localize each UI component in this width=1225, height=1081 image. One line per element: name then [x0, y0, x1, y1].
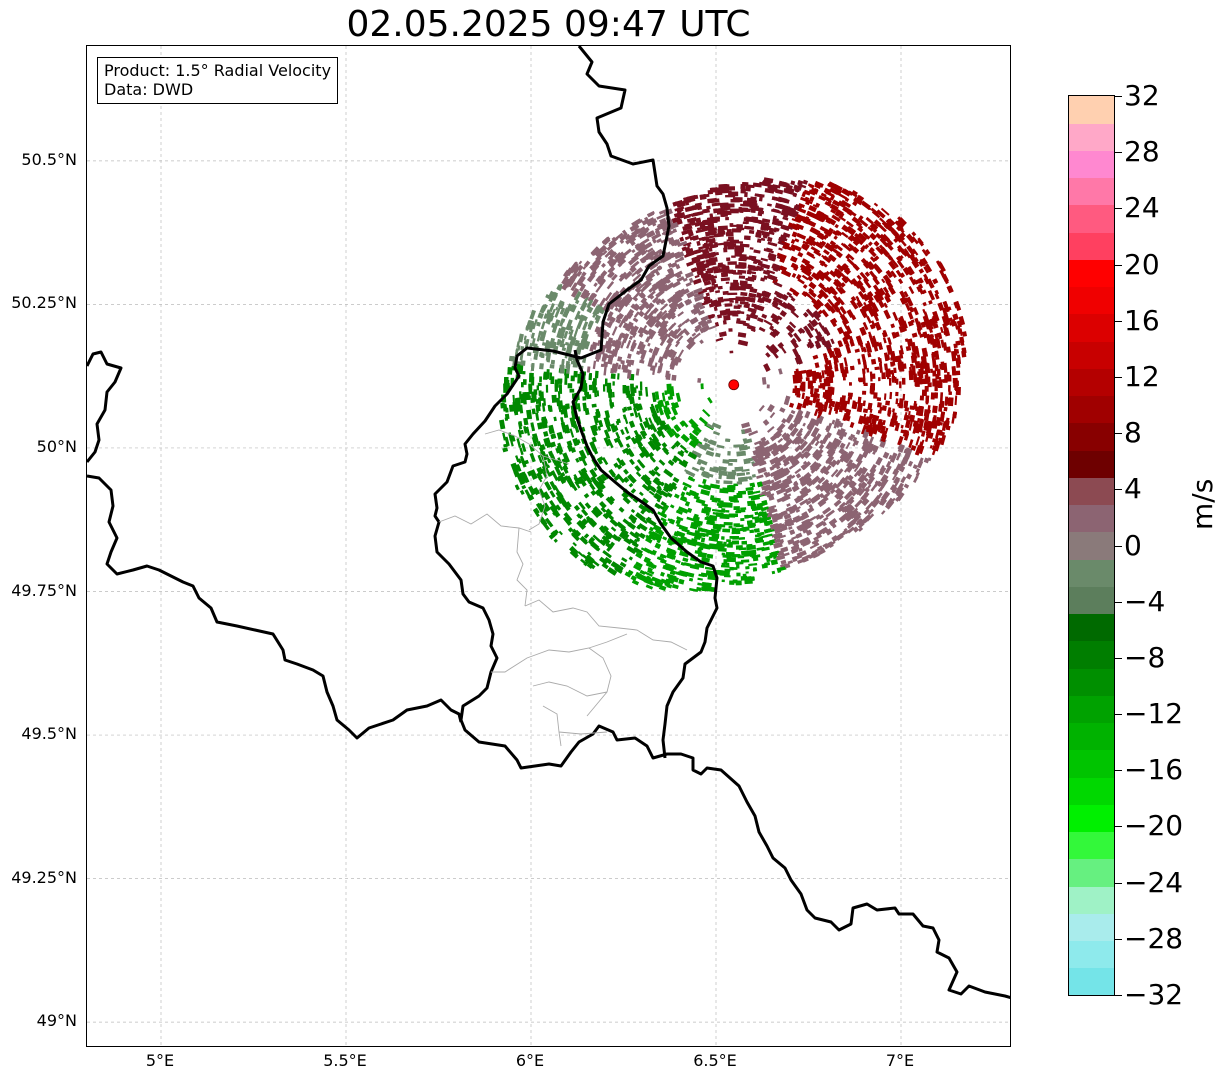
lon-tick-label: 7°E [885, 1051, 915, 1070]
lat-tick-label: 50.5°N [21, 149, 77, 169]
colorbar-segment [1069, 777, 1114, 805]
colorbar-tick-label: −28 [1124, 921, 1184, 955]
colorbar-segment [1069, 831, 1114, 860]
colorbar-tick-label: 8 [1124, 416, 1142, 450]
colorbar-segment [1069, 177, 1114, 206]
colorbar-tick-mark [1114, 489, 1122, 491]
colorbar-segment [1069, 668, 1114, 696]
colorbar-segment [1069, 368, 1114, 397]
colorbar-tick-label: −12 [1124, 697, 1184, 731]
border-be-fr [87, 474, 463, 740]
colorbar-segment [1069, 450, 1114, 478]
velocity-colorbar [1068, 95, 1115, 996]
luxembourg-canton-borders [438, 429, 688, 747]
lat-tick-label: 49.25°N [11, 867, 77, 887]
colorbar-tick-label: 12 [1124, 359, 1160, 393]
colorbar-segment [1069, 531, 1114, 560]
colorbar-segment [1069, 232, 1114, 260]
colorbar-tick-label: 16 [1124, 303, 1160, 337]
country-border-main [433, 46, 1010, 999]
colorbar-tick-label: 32 [1124, 79, 1160, 112]
lat-tick-label: 50.25°N [11, 293, 77, 313]
colorbar-segment [1069, 886, 1114, 914]
colorbar-tick-label: 24 [1124, 191, 1160, 225]
colorbar-tick-label: 20 [1124, 247, 1160, 281]
canton-border [438, 429, 688, 747]
colorbar-tick-mark [1114, 208, 1122, 210]
colorbar-segment [1069, 858, 1114, 887]
colorbar-tick-mark [1114, 714, 1122, 716]
lat-tick-label: 49°N [36, 1011, 77, 1031]
product-info-box: Product: 1.5° Radial Velocity Data: DWD [97, 57, 339, 104]
lon-tick-label: 5°E [145, 1051, 175, 1070]
colorbar-segment [1069, 722, 1114, 751]
radar-site-dot[interactable] [728, 379, 740, 391]
colorbar-tick-mark [1114, 376, 1122, 378]
colorbar-tick-mark [1114, 995, 1122, 996]
colorbar-segment [1069, 940, 1114, 969]
colorbar-tick-mark [1114, 826, 1122, 828]
colorbar-segment [1069, 341, 1114, 369]
colorbar-tick-mark [1114, 320, 1122, 322]
colorbar-tick-label: −20 [1124, 809, 1184, 843]
colorbar-tick-label: −32 [1124, 978, 1184, 1011]
colorbar-segment [1069, 559, 1114, 587]
colorbar-segment [1069, 477, 1114, 506]
colorbar-segment [1069, 123, 1114, 151]
lat-tick-label: 50°N [36, 436, 77, 456]
colorbar-segment [1069, 613, 1114, 642]
colorbar-tick-label: −8 [1124, 640, 1166, 674]
colorbar-segment [1069, 695, 1114, 724]
colorbar-segment [1069, 640, 1114, 669]
colorbar-tick-mark [1114, 601, 1122, 603]
country-borders [87, 46, 1010, 999]
border-lu-de [571, 349, 719, 759]
colorbar-tick-mark [1114, 152, 1122, 154]
colorbar-tick-mark [1114, 264, 1122, 266]
colorbar-segment [1069, 259, 1114, 288]
colorbar-segment [1069, 313, 1114, 342]
lon-tick-label: 6.5°E [693, 1051, 737, 1070]
colorbar-tick-label: −24 [1124, 865, 1184, 899]
colorbar-segment [1069, 504, 1114, 533]
colorbar-segment [1069, 913, 1114, 941]
product-label: Product: 1.5° Radial Velocity [104, 61, 332, 80]
colorbar-segment [1069, 150, 1114, 179]
colorbar-tick-mark [1114, 770, 1122, 772]
radar-velocity-field [499, 177, 968, 593]
colorbar-unit-label: m/s [1186, 478, 1219, 530]
colorbar-segment [1069, 286, 1114, 315]
colorbar-segment [1069, 422, 1114, 451]
colorbar-tick-label: 28 [1124, 135, 1160, 169]
colorbar-tick-label: 4 [1124, 472, 1142, 506]
colorbar-segment [1069, 96, 1114, 124]
colorbar-tick-mark [1114, 882, 1122, 884]
colorbar-tick-mark [1114, 938, 1122, 940]
colorbar-tick-label: −4 [1124, 584, 1166, 618]
lon-tick-label: 5.5°E [323, 1051, 367, 1070]
graticule [87, 46, 1010, 1046]
colorbar-segment [1069, 586, 1114, 615]
colorbar-segment [1069, 395, 1114, 424]
chart-title: 02.05.2025 09:47 UTC [346, 4, 751, 45]
colorbar-tick-label: −16 [1124, 753, 1184, 787]
border-be-fr-west [87, 350, 123, 463]
colorbar-segment [1069, 204, 1114, 233]
colorbar-segment [1069, 967, 1114, 996]
map-panel[interactable] [86, 45, 1011, 1047]
colorbar-tick-mark [1114, 433, 1122, 435]
colorbar-segment [1069, 804, 1114, 833]
colorbar-tick-mark [1114, 545, 1122, 547]
map-canvas[interactable] [87, 46, 1011, 1047]
data-source-label: Data: DWD [104, 80, 194, 99]
lon-tick-label: 6°E [515, 1051, 545, 1070]
lat-tick-label: 49.75°N [11, 580, 77, 600]
colorbar-segment [1069, 749, 1114, 778]
radar-site-marker[interactable] [728, 379, 740, 391]
colorbar-tick-label: 0 [1124, 528, 1142, 562]
colorbar-tick-mark [1114, 96, 1122, 97]
lat-tick-label: 49.5°N [21, 724, 77, 744]
colorbar-tick-mark [1114, 657, 1122, 659]
